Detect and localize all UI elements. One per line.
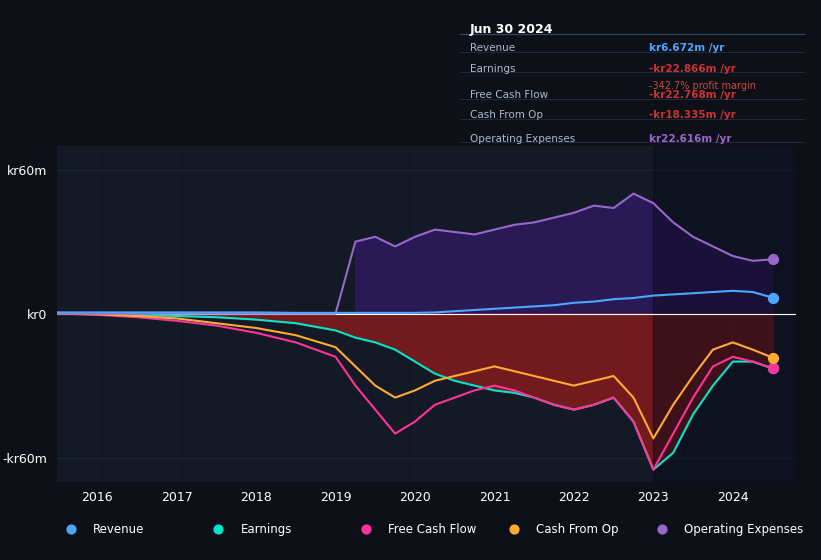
Text: -342.7% profit margin: -342.7% profit margin bbox=[649, 81, 756, 91]
Point bbox=[766, 353, 779, 362]
Text: Cash From Op: Cash From Op bbox=[470, 110, 544, 120]
Text: -kr22.768m /yr: -kr22.768m /yr bbox=[649, 90, 736, 100]
Text: -kr18.335m /yr: -kr18.335m /yr bbox=[649, 110, 736, 120]
Text: Revenue: Revenue bbox=[470, 43, 516, 53]
Point bbox=[64, 525, 77, 534]
Text: Operating Expenses: Operating Expenses bbox=[684, 522, 803, 536]
Point bbox=[766, 293, 779, 302]
Text: kr6.672m /yr: kr6.672m /yr bbox=[649, 43, 725, 53]
Text: Earnings: Earnings bbox=[470, 64, 516, 73]
Text: Free Cash Flow: Free Cash Flow bbox=[388, 522, 477, 536]
Text: Free Cash Flow: Free Cash Flow bbox=[470, 90, 548, 100]
Point bbox=[360, 525, 373, 534]
Point bbox=[766, 364, 779, 373]
Text: Revenue: Revenue bbox=[93, 522, 144, 536]
Point bbox=[766, 255, 779, 264]
Point bbox=[212, 525, 225, 534]
Text: Operating Expenses: Operating Expenses bbox=[470, 133, 576, 143]
Point bbox=[507, 525, 521, 534]
Text: Earnings: Earnings bbox=[241, 522, 292, 536]
Point bbox=[766, 364, 779, 373]
Text: -kr22.866m /yr: -kr22.866m /yr bbox=[649, 64, 736, 73]
Point bbox=[655, 525, 668, 534]
Text: kr22.616m /yr: kr22.616m /yr bbox=[649, 133, 732, 143]
Text: Jun 30 2024: Jun 30 2024 bbox=[470, 23, 553, 36]
Text: Cash From Op: Cash From Op bbox=[536, 522, 618, 536]
Bar bbox=[654, 146, 796, 482]
